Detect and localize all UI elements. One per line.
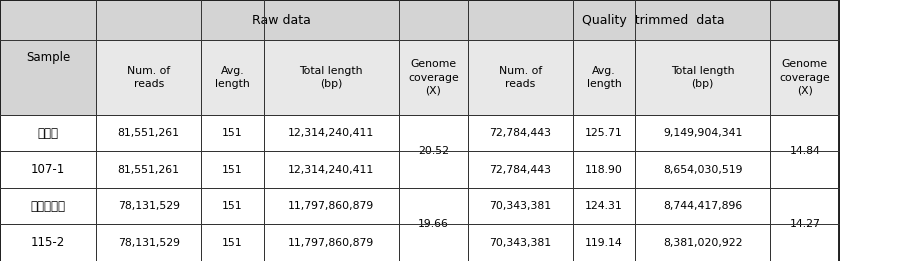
Bar: [635, 40, 770, 115]
Text: Avg.
length: Avg. length: [215, 66, 250, 89]
Text: Raw data: Raw data: [253, 14, 311, 27]
Bar: [264, 40, 399, 115]
Bar: [399, 115, 468, 188]
Bar: [468, 224, 573, 261]
Text: Total length
(bp): Total length (bp): [299, 66, 363, 89]
Text: 78,131,529: 78,131,529: [118, 238, 179, 248]
Text: 8,744,417,896: 8,744,417,896: [663, 201, 742, 211]
Bar: [264, 224, 399, 261]
Bar: [468, 115, 573, 151]
Bar: [635, 115, 770, 151]
Bar: [96, 224, 201, 261]
Text: 19.66: 19.66: [418, 220, 448, 229]
Bar: [468, 188, 573, 224]
Bar: [96, 115, 201, 151]
Text: Genome
coverage
(X): Genome coverage (X): [408, 60, 458, 96]
Bar: [573, 40, 635, 115]
Text: 푸른차조기: 푸른차조기: [30, 200, 66, 213]
Bar: [635, 188, 770, 224]
Bar: [264, 115, 399, 151]
Text: 81,551,261: 81,551,261: [118, 128, 179, 138]
Bar: [573, 224, 635, 261]
Bar: [770, 40, 839, 115]
Text: 20.52: 20.52: [418, 146, 448, 156]
Text: 125.71: 125.71: [585, 128, 623, 138]
Text: 115-2: 115-2: [31, 236, 65, 249]
Text: 9,149,904,341: 9,149,904,341: [663, 128, 742, 138]
Text: 124.31: 124.31: [585, 201, 623, 211]
Bar: [635, 224, 770, 261]
Text: Genome
coverage
(X): Genome coverage (X): [780, 60, 830, 96]
Text: 11,797,860,879: 11,797,860,879: [288, 201, 374, 211]
Text: 11,797,860,879: 11,797,860,879: [288, 238, 374, 248]
Bar: [770, 188, 839, 261]
Bar: [264, 151, 399, 188]
Text: 107-1: 107-1: [31, 163, 65, 176]
Bar: [264, 188, 399, 224]
Text: Num. of
reads: Num. of reads: [127, 66, 170, 89]
Bar: [573, 115, 635, 151]
Text: 12,314,240,411: 12,314,240,411: [288, 128, 374, 138]
Text: 72,784,443: 72,784,443: [490, 165, 551, 175]
Bar: [468, 40, 573, 115]
Bar: [96, 0, 468, 40]
Bar: [635, 151, 770, 188]
Bar: [0, 188, 96, 224]
Text: Avg.
length: Avg. length: [587, 66, 621, 89]
Text: 8,654,030,519: 8,654,030,519: [663, 165, 742, 175]
Text: 14.84: 14.84: [790, 146, 820, 156]
Bar: [0, 151, 96, 188]
Bar: [201, 188, 264, 224]
Bar: [96, 40, 201, 115]
Text: 12,314,240,411: 12,314,240,411: [288, 165, 374, 175]
Text: Num. of
reads: Num. of reads: [499, 66, 542, 89]
Text: 151: 151: [222, 201, 242, 211]
Bar: [0, 115, 96, 151]
Bar: [0, 224, 96, 261]
Text: 차조기: 차조기: [38, 127, 59, 140]
Bar: [201, 115, 264, 151]
Bar: [96, 188, 201, 224]
Bar: [468, 151, 573, 188]
Bar: [201, 151, 264, 188]
Text: 81,551,261: 81,551,261: [118, 165, 179, 175]
Bar: [201, 40, 264, 115]
Text: 118.90: 118.90: [585, 165, 623, 175]
Bar: [399, 188, 468, 261]
Bar: [96, 151, 201, 188]
Text: 78,131,529: 78,131,529: [118, 201, 179, 211]
Bar: [201, 224, 264, 261]
Bar: [770, 115, 839, 188]
Bar: [573, 188, 635, 224]
Text: 14.27: 14.27: [790, 220, 820, 229]
Text: 72,784,443: 72,784,443: [490, 128, 551, 138]
Text: 151: 151: [222, 128, 242, 138]
Text: Total length
(bp): Total length (bp): [671, 66, 735, 89]
Text: 70,343,381: 70,343,381: [490, 201, 551, 211]
Bar: [468, 0, 839, 40]
Text: 8,381,020,922: 8,381,020,922: [663, 238, 742, 248]
Text: 119.14: 119.14: [585, 238, 623, 248]
Text: 151: 151: [222, 238, 242, 248]
Bar: [573, 151, 635, 188]
Bar: [399, 40, 468, 115]
Text: 70,343,381: 70,343,381: [490, 238, 551, 248]
Text: Quality  trimmed  data: Quality trimmed data: [582, 14, 725, 27]
Text: 151: 151: [222, 165, 242, 175]
Text: Sample: Sample: [26, 51, 70, 64]
Bar: [0, 0, 96, 115]
